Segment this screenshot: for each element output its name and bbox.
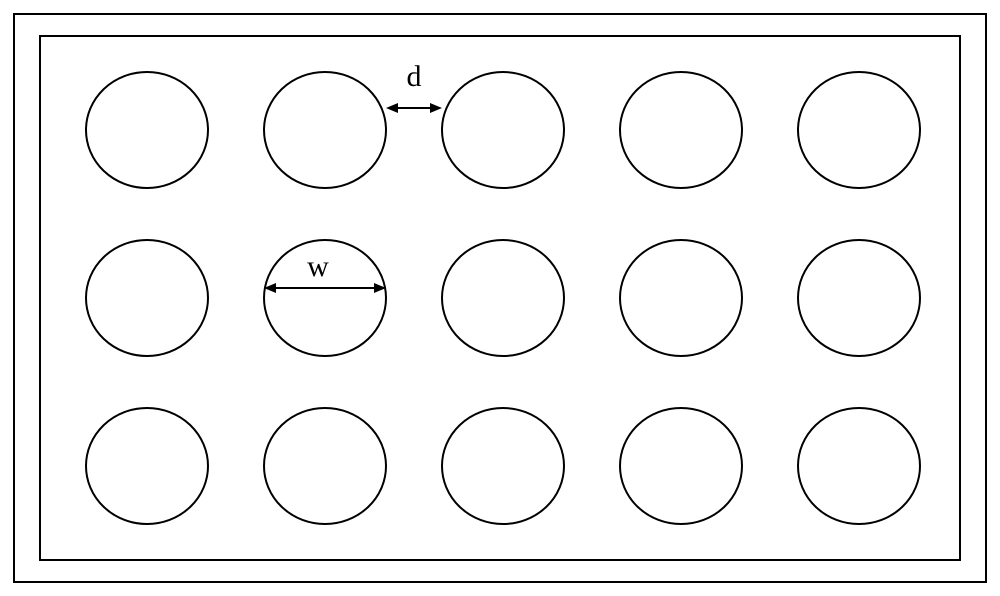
background <box>0 0 1000 596</box>
diagram-svg: dw <box>0 0 1000 596</box>
d-label: d <box>407 60 422 93</box>
w-label: w <box>307 250 329 283</box>
diagram-canvas: dw <box>0 0 1000 596</box>
